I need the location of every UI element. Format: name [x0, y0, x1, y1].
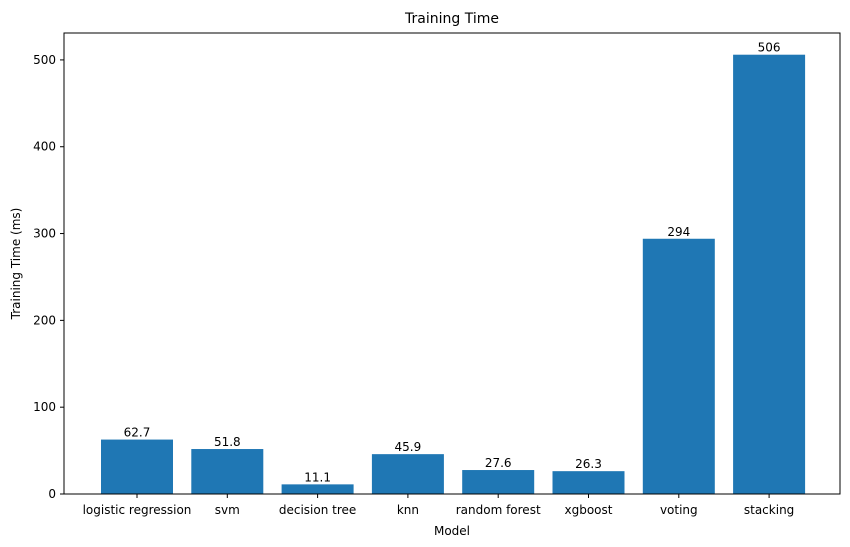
plot-frame [63, 32, 841, 495]
x-tick-label-knn: knn [397, 503, 419, 517]
y-axis-label: Training Time (ms) [9, 208, 23, 321]
data-label-decision-tree: 11.1 [304, 470, 331, 484]
bars-group [101, 54, 806, 494]
data-label-voting: 294 [667, 225, 690, 239]
y-tick-label-400: 400 [33, 140, 56, 154]
x-tick-label-logistic-regression: logistic regression [83, 503, 192, 517]
x-tick-label-xgboost: xgboost [565, 503, 613, 517]
bar-stacking [733, 54, 806, 494]
y-tick-label-500: 500 [33, 53, 56, 67]
x-tick-label-stacking: stacking [744, 503, 794, 517]
y-tick-label-0: 0 [48, 487, 56, 501]
data-labels-group: 62.7 51.8 11.1 45.9 27.6 26.3 294 506 [124, 41, 781, 485]
x-tick-label-voting: voting [660, 503, 698, 517]
y-axis: 0 100 200 300 400 500 [33, 53, 64, 501]
y-tick-label-300: 300 [33, 227, 56, 241]
bar-decision-tree [281, 484, 354, 494]
x-axis-label: Model [434, 524, 470, 538]
data-label-logistic-regression: 62.7 [124, 426, 151, 440]
bar-random-forest [462, 470, 535, 494]
y-tick-label-100: 100 [33, 400, 56, 414]
bar-logistic-regression [101, 439, 173, 494]
data-label-stacking: 506 [758, 41, 781, 55]
data-label-xgboost: 26.3 [575, 457, 602, 471]
x-tick-label-svm: svm [215, 503, 240, 517]
bar-xgboost [552, 471, 625, 494]
bar-svm [191, 449, 264, 494]
x-tick-label-decision-tree: decision tree [279, 503, 356, 517]
chart-title: Training Time [404, 11, 499, 27]
y-tick-label-200: 200 [33, 313, 56, 327]
x-axis: logistic regression svm decision tree knn ra… [83, 494, 794, 517]
data-label-svm: 51.8 [214, 435, 241, 449]
bar-knn [371, 454, 444, 494]
bar-voting [642, 238, 715, 494]
data-label-knn: 45.9 [395, 440, 422, 454]
x-tick-label-random-forest: random forest [456, 503, 541, 517]
data-label-random-forest: 27.6 [485, 456, 512, 470]
